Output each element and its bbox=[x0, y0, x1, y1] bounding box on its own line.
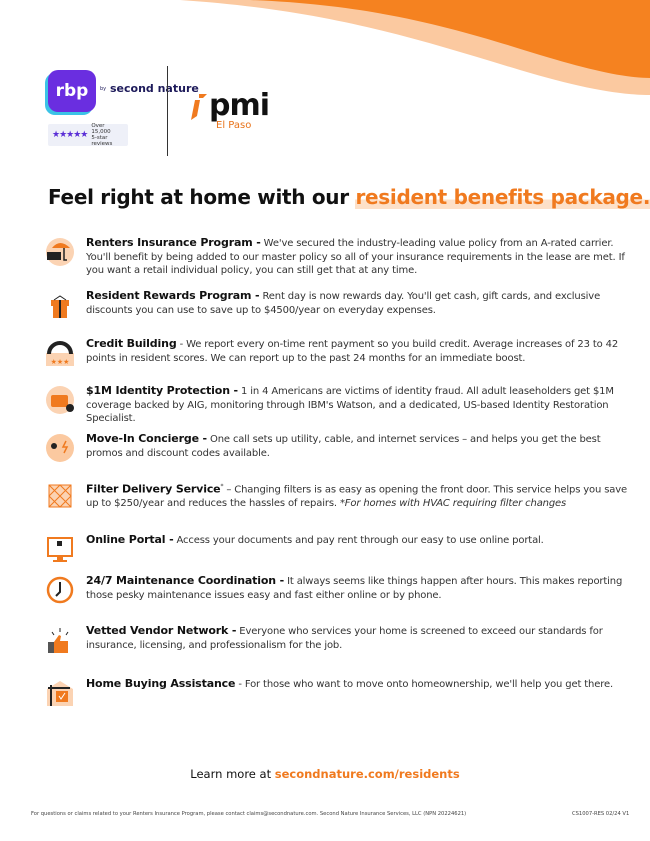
benefit-title: Home Buying Assistance bbox=[86, 677, 236, 690]
monitor-icon bbox=[47, 537, 73, 562]
reviews-count: Over 15,000 bbox=[91, 123, 111, 135]
umbrella-house-icon bbox=[46, 238, 74, 266]
pmi-location: El Paso bbox=[216, 120, 252, 131]
benefit-text: Resident Rewards Program - Rent day is n… bbox=[86, 289, 631, 317]
logo-area: rbp by second nature ★★★★★ Over 15,000 5-… bbox=[46, 66, 286, 156]
benefit-text: Move-In Concierge - One call sets up uti… bbox=[86, 432, 631, 460]
pmi-mark-icon bbox=[191, 94, 207, 120]
reviews-sub: 5-star reviews bbox=[91, 135, 113, 147]
rbp-logo: rbp bbox=[48, 70, 96, 112]
benefit-text: Home Buying Assistance - For those who w… bbox=[86, 677, 631, 692]
footer-disclaimer: For questions or claims related to your … bbox=[31, 811, 467, 817]
benefit-title: Move-In Concierge - bbox=[86, 432, 207, 445]
benefit-title: Filter Delivery Service bbox=[86, 482, 221, 496]
benefit-description: - For those who want to move onto homeow… bbox=[235, 679, 613, 690]
page-title: Feel right at home with our resident ben… bbox=[48, 185, 650, 209]
benefit-text: 24/7 Maintenance Coordination - It alway… bbox=[86, 574, 631, 602]
benefit-description: 1 in 4 Americans are victims of identity… bbox=[86, 386, 614, 424]
clock-icon bbox=[46, 576, 74, 604]
reviews-badge: ★★★★★ Over 15,000 5-star reviews bbox=[48, 123, 128, 147]
benefit-text: Credit Building - We report every on-tim… bbox=[86, 337, 631, 365]
second-nature-logo: by second nature bbox=[100, 82, 199, 95]
benefit-description: One call sets up utility, cable, and int… bbox=[86, 434, 601, 459]
benefit-description: – Changing filters is as easy as opening… bbox=[86, 484, 628, 509]
credit-gauge-icon: ★★★ bbox=[46, 341, 74, 366]
benefit-description: Everyone who services your home is scree… bbox=[86, 626, 603, 651]
footer-code: CS1007-RES 02/24 V1 bbox=[572, 811, 630, 817]
gift-icon bbox=[51, 295, 69, 318]
benefit-title: Renters Insurance Program - bbox=[86, 236, 261, 249]
benefit-text: $1M Identity Protection - 1 in 4 America… bbox=[86, 384, 631, 426]
benefit-text: Renters Insurance Program - We've secure… bbox=[86, 236, 631, 278]
benefit-title: Vetted Vendor Network - bbox=[86, 624, 237, 637]
title-highlight: resident benefits package. bbox=[355, 185, 650, 209]
benefit-text: Vetted Vendor Network - Everyone who ser… bbox=[86, 624, 631, 652]
id-card-shield-icon bbox=[46, 386, 74, 414]
benefit-title: Credit Building bbox=[86, 337, 177, 350]
benefit-description: - We report every on-time rent payment s… bbox=[86, 339, 619, 364]
header-wave bbox=[180, 0, 650, 95]
pmi-logo: pmi bbox=[209, 88, 270, 123]
logo-divider bbox=[167, 66, 168, 156]
benefit-title: Resident Rewards Program - bbox=[86, 289, 260, 302]
benefit-description: Access your documents and pay rent throu… bbox=[173, 535, 544, 546]
benefit-description: We've secured the industry-leading value… bbox=[86, 238, 625, 276]
benefit-title: 24/7 Maintenance Coordination - bbox=[86, 574, 285, 587]
svg-text:★★★: ★★★ bbox=[51, 358, 70, 366]
thumbs-up-icon bbox=[48, 628, 69, 653]
utilities-icon bbox=[46, 434, 74, 462]
benefit-text: Filter Delivery Service* – Changing filt… bbox=[86, 482, 628, 509]
benefit-title: Online Portal - bbox=[86, 533, 174, 546]
benefit-description: It always seems like things happen after… bbox=[86, 576, 623, 601]
benefit-description: Rent day is now rewards day. You'll get … bbox=[86, 291, 601, 316]
benefit-text: Online Portal - Access your documents an… bbox=[86, 533, 631, 548]
benefit-note: *For homes with HVAC requiring filter ch… bbox=[339, 497, 567, 509]
home-sign-icon bbox=[47, 681, 73, 706]
benefit-title: $1M Identity Protection - bbox=[86, 384, 238, 397]
learn-more-link[interactable]: secondnature.com/residents bbox=[274, 767, 460, 781]
star-rating-icon: ★★★★★ bbox=[52, 130, 88, 140]
learn-more: Learn more at secondnature.com/residents bbox=[190, 767, 460, 781]
air-filter-icon bbox=[48, 484, 72, 508]
